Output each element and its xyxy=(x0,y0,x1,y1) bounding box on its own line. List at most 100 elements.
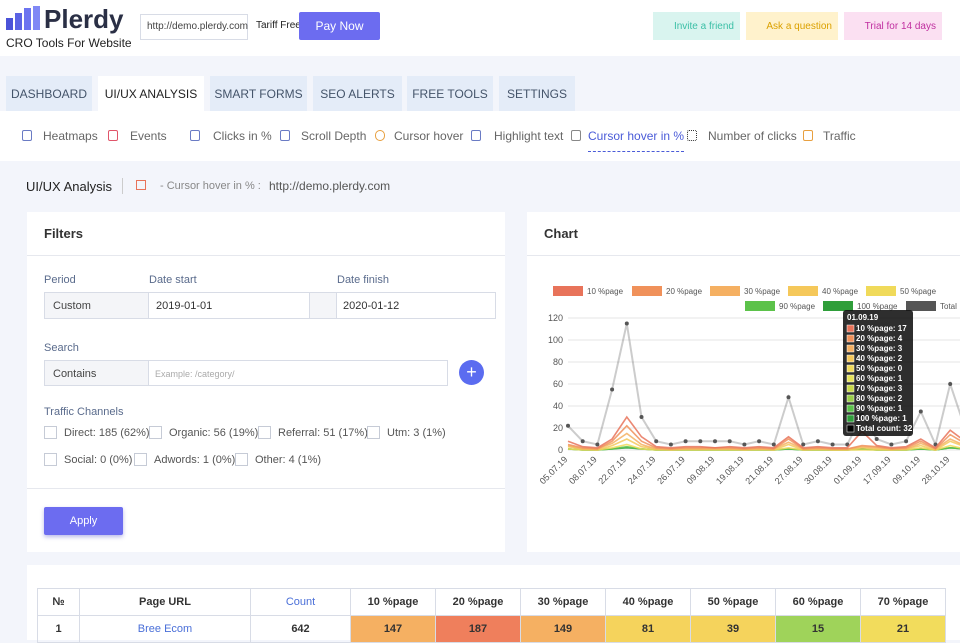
legend-swatch xyxy=(788,286,818,296)
col-header: № xyxy=(37,588,80,616)
checkbox[interactable] xyxy=(44,453,57,466)
point xyxy=(727,439,732,444)
series-line xyxy=(567,323,960,448)
checkbox[interactable] xyxy=(235,453,248,466)
tab[interactable]: SMART FORMS xyxy=(210,76,307,111)
channel: Referral: 51 (17%) xyxy=(278,427,368,439)
icon xyxy=(571,130,581,141)
y-tick-label: 40 xyxy=(553,401,563,411)
icon xyxy=(803,130,813,141)
apply-button[interactable]: Apply xyxy=(44,507,123,535)
channel: Adwords: 1 (0%) xyxy=(154,454,236,466)
checkbox[interactable] xyxy=(258,426,271,439)
search-field[interactable]: Example: /category/ xyxy=(148,360,448,386)
date-finish-field[interactable]: 2020-01-12 xyxy=(336,292,496,319)
tooltip-line: 60 %page: 1 xyxy=(856,374,903,383)
icon xyxy=(136,180,146,190)
y-tick-label: 60 xyxy=(553,379,563,389)
subnav-item[interactable]: Events xyxy=(130,129,167,143)
col-header[interactable]: 10 %page xyxy=(350,588,436,616)
tooltip-line: 40 %page: 2 xyxy=(856,354,903,363)
tooltip-swatch xyxy=(846,374,855,383)
cell: 147 xyxy=(350,615,436,643)
checkbox[interactable] xyxy=(44,426,57,439)
subnav-item[interactable]: Clicks in % xyxy=(213,129,272,143)
x-tick-label: 24.07.19 xyxy=(626,454,658,486)
trial-button[interactable]: Trial for 14 days xyxy=(844,12,942,40)
col-header[interactable]: 40 %page xyxy=(605,588,691,616)
tagline: CRO Tools For Website xyxy=(6,36,132,50)
divider xyxy=(27,488,505,489)
invite-button[interactable]: Invite a friend xyxy=(653,12,740,40)
col-header[interactable]: 20 %page xyxy=(435,588,521,616)
pay-button[interactable]: Pay Now xyxy=(299,12,380,40)
separator xyxy=(122,178,123,194)
date-start-field[interactable]: 2019-01-01 xyxy=(148,292,310,319)
point xyxy=(948,382,953,386)
checkbox[interactable] xyxy=(149,426,162,439)
tooltip-swatch xyxy=(846,384,855,393)
ask-button[interactable]: Ask a question xyxy=(746,12,838,40)
search-mode-select[interactable]: Contains xyxy=(44,360,149,386)
tab[interactable]: DASHBOARD xyxy=(6,76,92,111)
tab[interactable]: FREE TOOLS xyxy=(407,76,493,111)
checkbox[interactable] xyxy=(134,453,147,466)
divider xyxy=(27,255,505,256)
x-tick-label: 17.09.19 xyxy=(861,454,893,486)
channel: Social: 0 (0%) xyxy=(64,454,133,466)
subnav-item[interactable]: Cursor hover xyxy=(394,129,464,143)
subnav-item[interactable]: Highlight text xyxy=(494,129,564,143)
add-button[interactable]: + xyxy=(459,360,484,385)
tab-active[interactable]: UI/UX ANALYSIS xyxy=(98,76,204,111)
breadcrumb-section: - Cursor hover in % : xyxy=(160,180,261,192)
icon xyxy=(22,130,32,141)
calendar-button[interactable] xyxy=(309,292,337,319)
subnav-item-active[interactable]: Cursor hover in % xyxy=(588,129,685,152)
tooltip-swatch xyxy=(846,364,855,373)
page-link[interactable]: Bree Ecom xyxy=(79,615,251,643)
tooltip-swatch xyxy=(846,344,855,353)
x-tick-label: 22.07.19 xyxy=(596,454,628,486)
series-line xyxy=(567,415,960,449)
subnav-item[interactable]: Number of clicks xyxy=(708,129,797,143)
col-header[interactable]: 50 %page xyxy=(690,588,776,616)
cell: 39 xyxy=(690,615,776,643)
y-tick-label: 80 xyxy=(553,357,563,367)
site-field[interactable]: http://demo.plerdy.com xyxy=(140,14,248,40)
checkbox[interactable] xyxy=(367,426,380,439)
legend-label: 20 %page xyxy=(666,287,703,296)
page-title: UI/UX Analysis xyxy=(26,179,112,194)
col-header[interactable]: 60 %page xyxy=(775,588,861,616)
point xyxy=(713,439,717,444)
icon xyxy=(190,130,200,141)
tab[interactable]: SEO ALERTS xyxy=(313,76,402,111)
legend-swatch xyxy=(906,301,936,311)
point xyxy=(742,442,747,447)
col-header[interactable]: 70 %page xyxy=(860,588,946,616)
subnav-item[interactable]: Traffic xyxy=(823,129,856,143)
col-header[interactable]: Count xyxy=(250,588,351,616)
panel-title: Chart xyxy=(544,226,578,241)
subnav-item[interactable]: Scroll Depth xyxy=(301,129,367,143)
legend-label: 50 %page xyxy=(900,287,937,296)
period-select[interactable]: Custom xyxy=(44,292,149,319)
legend-label: 30 %page xyxy=(744,287,781,296)
icon xyxy=(375,130,385,141)
tooltip-line: 90 %page: 1 xyxy=(856,404,903,413)
subnav-item[interactable]: Heatmaps xyxy=(43,129,98,143)
legend-swatch xyxy=(710,286,740,296)
tooltip-line: 10 %page: 17 xyxy=(856,324,907,333)
data-table: № Page URL Count 10 %page 20 %page 30 %p… xyxy=(37,588,946,643)
x-tick-label: 27.08.19 xyxy=(773,454,805,486)
col-header[interactable]: 30 %page xyxy=(520,588,606,616)
legend-swatch xyxy=(745,301,775,311)
point xyxy=(654,439,659,444)
legend-swatch xyxy=(632,286,662,296)
legend-label: Total xyxy=(940,302,957,311)
panel-title: Filters xyxy=(44,226,84,241)
point xyxy=(801,442,806,447)
tab[interactable]: SETTINGS xyxy=(499,76,575,111)
x-tick-label: 08.07.19 xyxy=(567,454,599,486)
cell: 21 xyxy=(860,615,946,643)
